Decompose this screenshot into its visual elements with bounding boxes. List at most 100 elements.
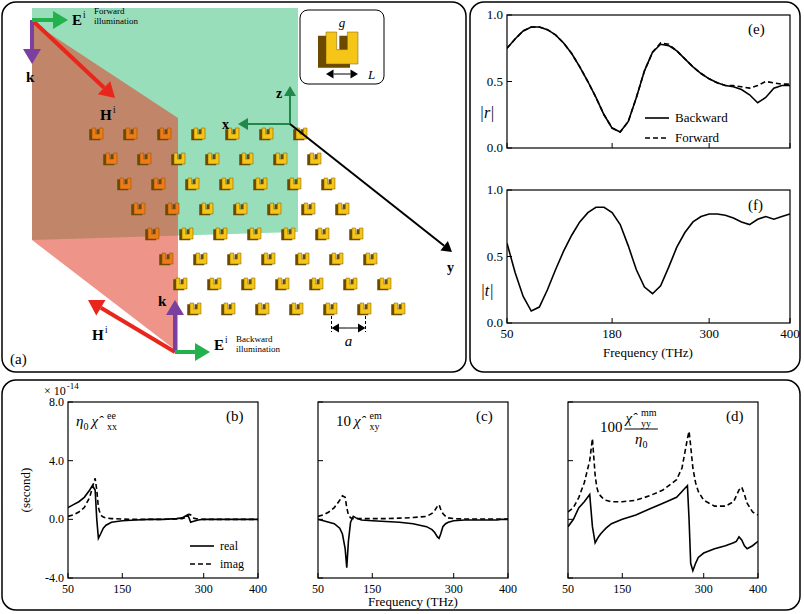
backward-k xyxy=(166,300,184,352)
plot-frame xyxy=(68,402,258,578)
y-tick xyxy=(318,578,323,579)
particle-front xyxy=(284,228,295,239)
axis-y xyxy=(290,124,452,252)
particle-front xyxy=(210,278,221,289)
axis-x xyxy=(238,118,290,130)
backward-E xyxy=(175,343,210,361)
series-line xyxy=(507,27,790,132)
particle-front xyxy=(324,178,335,189)
plot-area xyxy=(68,478,258,538)
fraction-bar xyxy=(625,429,658,430)
particle-front xyxy=(222,178,233,189)
panel-label: (a) xyxy=(10,351,27,368)
caption-line: Forward xyxy=(94,6,125,16)
arrow-shaft xyxy=(32,20,104,88)
particle-front xyxy=(366,253,377,264)
particle-front xyxy=(262,128,273,139)
plot-frame xyxy=(318,402,508,578)
x-tick-label: 150 xyxy=(613,582,631,596)
particle-front xyxy=(176,278,187,289)
arrow-head xyxy=(238,118,248,130)
label: k xyxy=(158,293,167,309)
arrow-head xyxy=(358,324,366,333)
particle-front xyxy=(140,153,151,164)
particle-front xyxy=(162,253,173,264)
x-tick xyxy=(568,573,569,578)
series-line xyxy=(318,496,508,519)
particle-front xyxy=(258,303,269,314)
arrow-head xyxy=(53,11,68,29)
legend-label: imag xyxy=(220,557,244,571)
x-tick xyxy=(372,573,373,578)
particle-front xyxy=(332,253,343,264)
particle-front xyxy=(148,228,159,239)
quantity-denominator: η xyxy=(635,431,642,447)
caption-line: illumination xyxy=(236,344,280,354)
plot-frame xyxy=(507,15,790,148)
label: L xyxy=(367,67,375,82)
particle-front xyxy=(242,153,253,164)
quantity-superscript: em xyxy=(370,410,382,421)
particle-front xyxy=(292,303,303,314)
particle-front xyxy=(154,178,165,189)
y-tick-label: 0.0 xyxy=(49,512,64,526)
quantity-subscript: xy xyxy=(370,421,380,432)
particle-front xyxy=(326,303,337,314)
particle-front xyxy=(168,203,179,214)
particle-front xyxy=(312,278,323,289)
period-arrow xyxy=(332,324,349,333)
plot-area xyxy=(568,431,758,570)
y-axis-title: |r| xyxy=(479,104,494,122)
y-tick xyxy=(507,81,512,82)
plot-area xyxy=(507,207,790,311)
y-tick xyxy=(318,460,323,461)
x-tick xyxy=(703,573,704,578)
particle-front xyxy=(256,178,267,189)
legend-swatch xyxy=(190,545,214,547)
x-tick xyxy=(709,318,710,323)
y-tick xyxy=(507,148,512,149)
figure: agLEiForwardilluminationkHizxyEiBackward… xyxy=(0,0,804,614)
inset-L-arrow xyxy=(326,70,342,79)
arrow-shaft xyxy=(248,123,290,125)
y-tick-label: 0.0 xyxy=(487,315,503,330)
arrow-shaft xyxy=(173,315,177,352)
legend-swatch xyxy=(190,563,214,565)
quantity-symbol: χ̂ xyxy=(352,413,367,429)
particle-front xyxy=(380,278,391,289)
vector-superscript: i xyxy=(113,105,116,115)
vector-label: E xyxy=(72,12,82,28)
particle-front xyxy=(188,178,199,189)
arrow-shaft xyxy=(175,350,195,354)
x-tick xyxy=(318,573,319,578)
y-tick xyxy=(568,578,573,579)
particle-front xyxy=(276,153,287,164)
particle-front xyxy=(224,303,235,314)
arrow-head xyxy=(351,70,359,79)
quantity-subscript: 0 xyxy=(83,421,88,432)
panel-frame xyxy=(2,380,800,610)
quantity-factor: 10 xyxy=(336,413,351,429)
x-tick-label: 50 xyxy=(312,582,324,596)
period-guide xyxy=(331,316,332,332)
panel-label: (d) xyxy=(726,408,744,425)
x-tick xyxy=(508,573,509,578)
particle-front xyxy=(134,203,145,214)
legend-label: real xyxy=(220,539,239,553)
arrow-head xyxy=(166,300,184,315)
series-line xyxy=(318,516,508,567)
forward-E xyxy=(32,11,68,29)
period-guide xyxy=(365,316,366,332)
y-tick-label: 1.0 xyxy=(487,7,503,22)
x-tick xyxy=(507,318,508,323)
label: k xyxy=(26,69,35,85)
inset-particle xyxy=(318,32,358,68)
vector-superscript: i xyxy=(83,10,86,20)
y-tick xyxy=(568,460,573,461)
x-tick-label: 300 xyxy=(695,582,713,596)
particle-front xyxy=(190,303,201,314)
arrow-shaft xyxy=(289,96,291,124)
plot-frame xyxy=(507,190,790,323)
y-tick xyxy=(507,190,512,191)
arrow-shaft xyxy=(30,20,34,49)
